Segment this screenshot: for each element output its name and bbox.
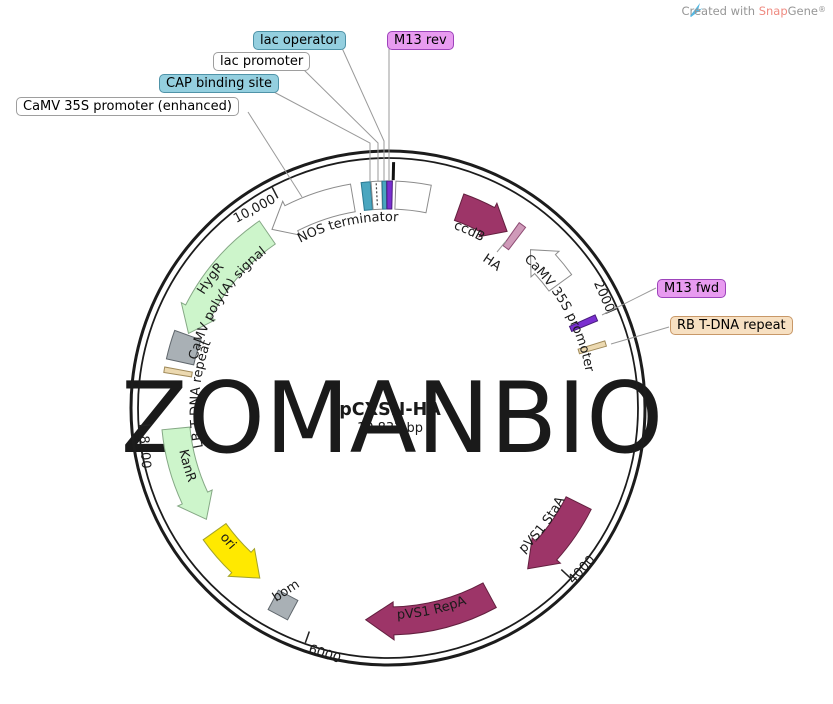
feature-camv-35s-promoter: [529, 249, 573, 292]
tick-10000: [271, 187, 279, 199]
feature-m13-fwd-primer: [568, 314, 599, 333]
callout-ha: [496, 240, 507, 253]
callout-cap-binding-site: [271, 90, 371, 181]
snapgene-attribution: Created with SnapGene®: [681, 3, 826, 18]
callout-lac-operator: [341, 47, 385, 181]
feature-bom: [267, 589, 299, 621]
tick-4000: [560, 569, 571, 579]
feature-ha-tag: [502, 222, 527, 251]
label-lac-operator: lac operator: [253, 31, 346, 50]
label-m13-rev: M13 rev: [387, 31, 454, 50]
label-m13-fwd: M13 fwd: [657, 279, 727, 298]
plasmid-size: 10,832 bp: [357, 421, 423, 436]
callout-camv-35s-enhanced: [247, 111, 303, 198]
feature-unnamed-box: [394, 180, 432, 214]
tick-label-8000: 8000: [136, 435, 153, 469]
feature-ori: [202, 522, 261, 579]
ha-label: HA: [480, 251, 504, 274]
feature-lb-t-dna-repeat: [163, 366, 193, 378]
label-lac-promoter: lac promoter: [213, 52, 311, 71]
attribution-text: Created with SnapGene®: [681, 4, 826, 18]
feature-ccdb: [453, 193, 508, 238]
callout-lines: [247, 47, 670, 345]
plasmid-name: pCXSN-HA: [339, 400, 441, 420]
backbone-inner-ring: [137, 157, 639, 659]
feature-m13-rev-primer: [386, 180, 393, 210]
tick-6000: [304, 631, 311, 644]
callout-rb-t-dna: [610, 326, 670, 345]
callout-m13-fwd: [601, 287, 657, 316]
feature-rb-t-dna-repeat: [577, 340, 608, 355]
callout-lac-promoter: [302, 68, 379, 181]
label-camv-35s-promoter-enhanced: CaMV 35S promoter (enhanced): [16, 97, 239, 116]
tick-label-4000: 4000: [565, 553, 599, 587]
feature-pvs1-staa: [527, 496, 592, 570]
feature-cap-binding-site: [360, 181, 373, 211]
feature-nos-terminator: [271, 183, 356, 236]
features: [161, 180, 608, 641]
backbone-outer-ring: [129, 149, 647, 667]
tick-8000: [139, 424, 152, 427]
feature-camv-polya-signal: [165, 329, 202, 366]
lac-promoter-hatch: [375, 183, 379, 208]
feature-hygr: [180, 220, 276, 335]
label-rb-t-dna-repeat: RB T-DNA repeat: [670, 316, 793, 335]
feature-kanr: [161, 426, 213, 521]
tick-label-6000: 6000: [306, 642, 342, 667]
label-cap-binding-site: CAP binding site: [159, 74, 280, 93]
watermark: ZOMANBIO: [121, 362, 663, 476]
feature-pvs1-repa: [364, 582, 497, 641]
snapgene-icon: [690, 3, 703, 17]
feature-lac-operator: [381, 180, 388, 210]
